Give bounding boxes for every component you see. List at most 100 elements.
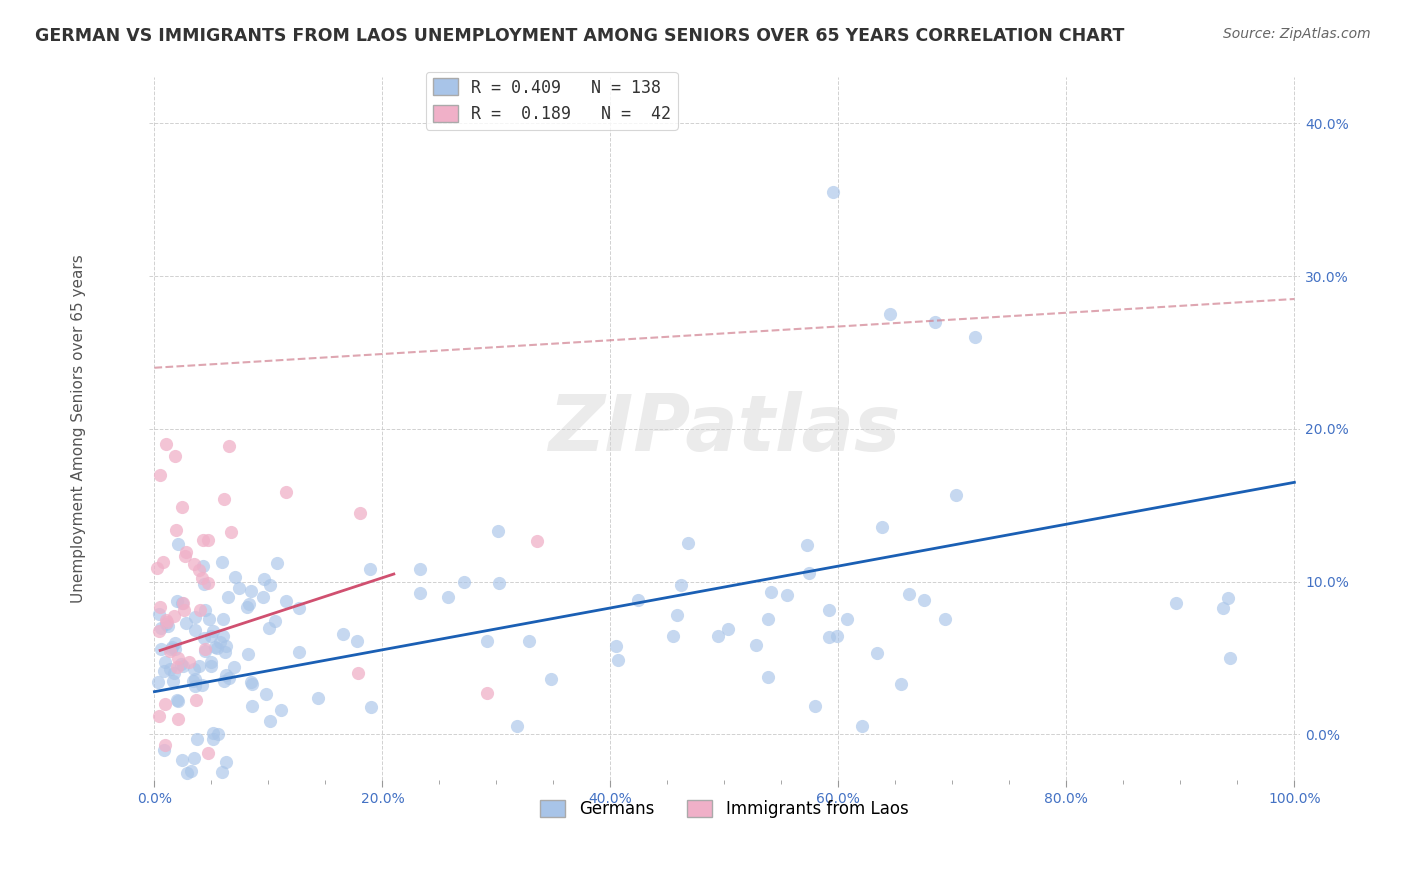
Point (1219, 651, 1241, 665)
Text: GERMAN VS IMMIGRANTS FROM LAOS UNEMPLOYMENT AMONG SENIORS OVER 65 YEARS CORRELAT: GERMAN VS IMMIGRANTS FROM LAOS UNEMPLOYM… (35, 27, 1125, 45)
Point (517, 633, 540, 648)
Point (217, 590, 239, 604)
Point (149, 599, 172, 614)
Point (270, 703, 292, 717)
Point (360, 700, 382, 714)
Point (224, 569, 246, 583)
Point (205, 640, 228, 655)
Point (817, 603, 839, 617)
Point (202, 624, 225, 639)
Point (676, 536, 699, 550)
Point (211, 555, 233, 569)
Point (1212, 601, 1234, 615)
Point (193, 559, 215, 574)
Point (166, 659, 188, 673)
Point (193, 577, 215, 591)
Point (155, 613, 177, 627)
Point (173, 549, 195, 563)
Point (184, 673, 207, 687)
Point (183, 609, 205, 624)
Point (165, 523, 187, 537)
Point (208, 635, 231, 649)
Point (865, 646, 887, 660)
Point (177, 655, 200, 669)
Point (818, 630, 841, 644)
Point (163, 665, 186, 680)
Point (148, 607, 170, 622)
Point (166, 593, 188, 607)
Point (506, 719, 529, 733)
Point (194, 644, 217, 658)
Point (165, 449, 187, 463)
Point (605, 639, 627, 653)
Point (288, 600, 311, 615)
Point (669, 578, 692, 592)
Point (211, 612, 233, 626)
Point (167, 537, 190, 551)
Text: Source: ZipAtlas.com: Source: ZipAtlas.com (1223, 27, 1371, 41)
Legend: Germans, Immigrants from Laos: Germans, Immigrants from Laos (534, 793, 915, 825)
Point (924, 315, 946, 329)
Point (201, 731, 224, 746)
Point (253, 572, 276, 586)
Point (218, 672, 240, 686)
Point (259, 578, 281, 592)
Point (799, 566, 821, 580)
Point (176, 765, 198, 780)
Point (212, 674, 235, 689)
Point (149, 467, 172, 482)
Point (172, 659, 194, 673)
Point (146, 675, 169, 690)
Point (837, 611, 859, 625)
Point (159, 663, 181, 677)
Point (153, 743, 176, 757)
Point (186, 732, 208, 747)
Point (212, 491, 235, 506)
Point (453, 575, 475, 590)
Point (274, 485, 297, 500)
Point (745, 638, 768, 652)
Y-axis label: Unemployment Among Seniors over 65 years: Unemployment Among Seniors over 65 years (72, 254, 86, 603)
Point (188, 658, 211, 673)
Point (475, 633, 498, 648)
Point (804, 699, 827, 714)
Point (153, 738, 176, 752)
Point (242, 699, 264, 714)
Point (214, 645, 236, 659)
Point (264, 615, 287, 629)
Point (215, 639, 238, 653)
Point (934, 612, 956, 626)
Point (759, 585, 782, 599)
Point (221, 525, 243, 540)
Point (252, 590, 274, 604)
Point (211, 764, 233, 779)
Point (167, 694, 190, 708)
Point (183, 751, 205, 765)
Point (872, 520, 894, 534)
Point (238, 597, 260, 611)
Point (240, 677, 263, 691)
Point (183, 557, 205, 571)
Point (965, 330, 987, 344)
Point (153, 697, 176, 711)
Point (184, 679, 207, 693)
Point (666, 607, 689, 622)
Point (170, 596, 193, 610)
Point (627, 593, 650, 607)
Point (238, 647, 260, 661)
Point (167, 712, 190, 726)
Point (193, 631, 215, 645)
Point (197, 612, 219, 626)
Point (756, 670, 779, 684)
Point (156, 619, 179, 633)
Point (526, 533, 548, 548)
Point (706, 630, 728, 644)
Point (155, 437, 177, 451)
Point (347, 665, 370, 680)
Point (163, 636, 186, 650)
Point (183, 624, 205, 638)
Point (215, 668, 238, 682)
Point (166, 692, 188, 706)
Point (827, 629, 849, 643)
Point (170, 500, 193, 515)
